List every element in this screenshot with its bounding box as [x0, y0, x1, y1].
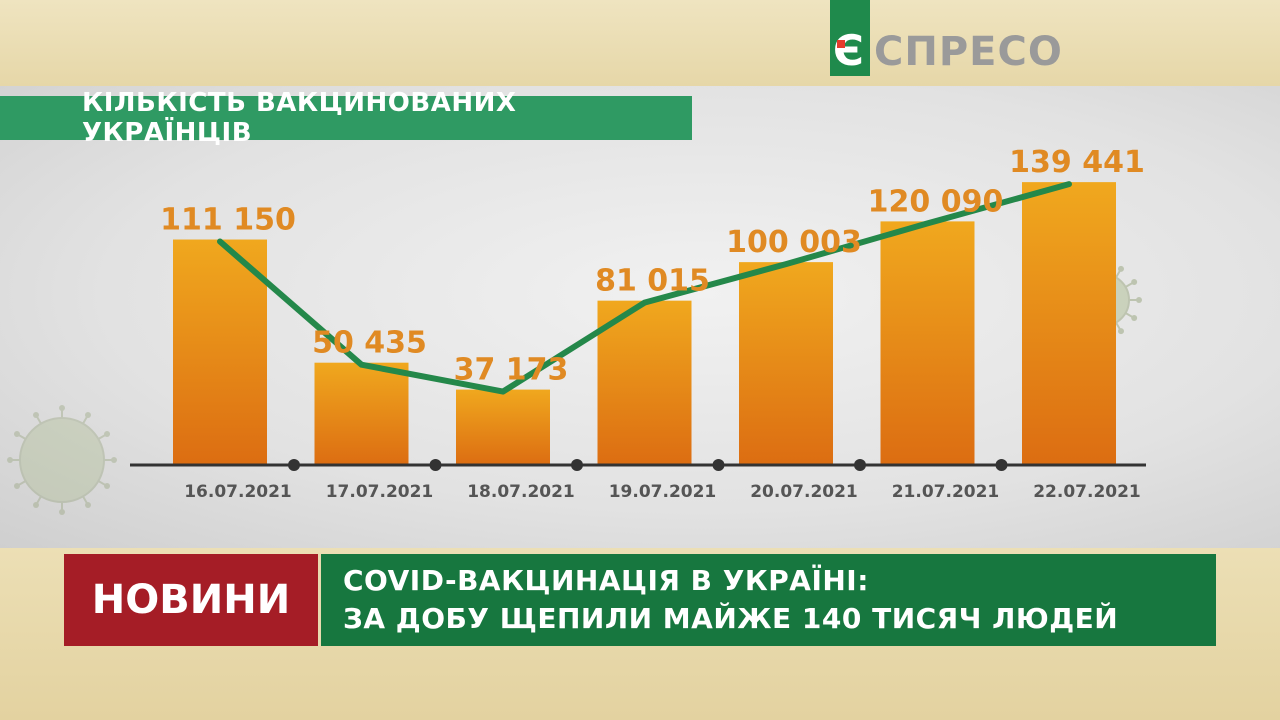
virus-spike: [97, 480, 108, 487]
bar: [173, 239, 267, 465]
chart-title: КІЛЬКІСТЬ ВАКЦИНОВАНИХ УКРАЇНЦІВ: [82, 88, 517, 148]
chart-title-bar: КІЛЬКІСТЬ ВАКЦИНОВАНИХ УКРАЇНЦІВ: [0, 88, 692, 148]
virus-spike-tip: [104, 431, 111, 437]
virus-spike-tip: [104, 483, 111, 489]
virus-spike: [1115, 322, 1122, 332]
virus-spike-tip: [1136, 297, 1142, 303]
bar-value-label: 37 173: [454, 353, 569, 388]
x-tick-label: 16.07.2021: [184, 482, 292, 502]
x-tick-label: 20.07.2021: [750, 482, 858, 502]
virus-spike-tip: [59, 509, 65, 515]
logo-mark: Є: [830, 0, 870, 76]
virus-spike-tip: [1131, 315, 1138, 321]
virus-icon: [7, 405, 117, 515]
bar-value-label: 100 003: [726, 225, 862, 260]
virus-spike: [1125, 281, 1135, 288]
virus-spike: [35, 495, 42, 506]
virus-spike-tip: [1131, 279, 1138, 285]
x-tick-label: 22.07.2021: [1033, 482, 1141, 502]
virus-spike-tip: [33, 411, 39, 418]
headline-line-1: COVID-ВАКЦИНАЦІЯ В УКРАЇНІ:: [343, 564, 869, 597]
virus-spike: [16, 480, 27, 487]
bar-value-label: 120 090: [868, 184, 1004, 219]
axis-dot: [995, 459, 1008, 471]
virus-spike-tip: [13, 431, 20, 437]
logo-red-dot: [837, 40, 845, 48]
virus-spike: [1115, 268, 1122, 278]
channel-logo: Є СПРЕСО: [830, 0, 1064, 76]
x-tick-label: 17.07.2021: [326, 482, 434, 502]
bar: [1022, 182, 1116, 465]
logo-text: СПРЕСО: [874, 29, 1063, 75]
axis-dot: [288, 459, 300, 471]
axis-dot: [429, 459, 442, 471]
news-headline: COVID-ВАКЦИНАЦІЯ В УКРАЇНІ: ЗА ДОБУ ЩЕПИ…: [318, 554, 1216, 646]
bar: [880, 221, 975, 465]
bar-value-label: 81 015: [595, 264, 710, 299]
bar: [597, 300, 692, 465]
bar-value-label: 139 441: [1009, 145, 1145, 180]
virus-body: [19, 417, 105, 503]
virus-spike-tip: [7, 457, 13, 463]
virus-spike-tip: [85, 411, 91, 418]
virus-spike-tip: [1118, 328, 1124, 335]
axis-dot: [712, 459, 725, 471]
bar-value-label: 50 435: [312, 326, 427, 361]
news-tag: НОВИНИ: [64, 554, 318, 646]
virus-spike-tip: [1118, 265, 1124, 272]
news-lower-third: НОВИНИ COVID-ВАКЦИНАЦІЯ В УКРАЇНІ: ЗА ДО…: [64, 554, 1216, 646]
virus-spike: [82, 414, 89, 425]
bar-value-label: 111 150: [160, 203, 296, 238]
trend-line: [217, 181, 1072, 395]
virus-spike-tip: [13, 483, 20, 489]
x-tick-label: 21.07.2021: [892, 482, 1000, 502]
bar: [739, 262, 833, 465]
axis-dot: [854, 459, 866, 471]
virus-spike: [97, 433, 108, 440]
virus-spike-tip: [85, 502, 91, 509]
virus-spike: [82, 495, 89, 506]
top-background: [0, 0, 1280, 86]
logo-letter: Є: [833, 26, 864, 75]
x-tick-label: 19.07.2021: [609, 482, 717, 502]
virus-spike-tip: [59, 405, 65, 411]
bar: [314, 362, 409, 465]
headline-line-2: ЗА ДОБУ ЩЕПИЛИ МАЙЖЕ 140 ТИСЯЧ ЛЮДЕЙ: [343, 602, 1119, 635]
virus-spike: [1125, 312, 1135, 319]
virus-spike-tip: [111, 457, 117, 463]
bar: [456, 389, 550, 465]
x-tick-label: 18.07.2021: [467, 482, 575, 502]
virus-spike-tip: [33, 502, 39, 509]
virus-spike: [16, 433, 27, 440]
axis-dot: [571, 459, 583, 471]
virus-spike: [35, 414, 42, 425]
